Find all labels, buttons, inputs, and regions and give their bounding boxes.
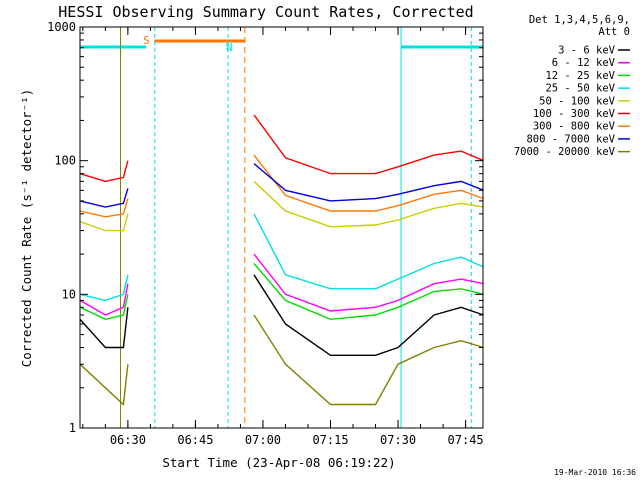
series-line-50-100-kev bbox=[79, 180, 484, 232]
legend-label: 3 - 6 keV bbox=[558, 45, 616, 57]
x-tick-label: 07:30 bbox=[380, 433, 416, 447]
legend-header-line-1: Det 1,3,4,5,6,9, bbox=[529, 14, 630, 26]
x-tick-label: 06:30 bbox=[110, 433, 146, 447]
y-tick-label: 1000 bbox=[47, 20, 76, 34]
x-tick-label: 07:15 bbox=[312, 433, 348, 447]
night-flag-label: N bbox=[226, 41, 233, 54]
legend-label: 6 - 12 keV bbox=[552, 57, 616, 69]
y-tick-label: 1 bbox=[69, 421, 76, 435]
x-axis-label: Start Time (23-Apr-08 06:19:22) bbox=[162, 455, 395, 470]
series-line-3-6-kev bbox=[79, 274, 484, 356]
saa-flag-label: S bbox=[143, 34, 150, 47]
background-intervals: SN bbox=[80, 27, 483, 428]
y-axis-label: Corrected Count Rate (s⁻¹ detector⁻¹) bbox=[19, 89, 34, 367]
x-tick-label: 07:45 bbox=[448, 433, 484, 447]
legend-label: 50 - 100 keV bbox=[539, 95, 616, 107]
series-line-25-50-kev bbox=[79, 213, 484, 302]
legend-label: 800 - 7000 keV bbox=[526, 133, 615, 145]
plot-frame bbox=[79, 26, 484, 429]
x-tick-label: 07:00 bbox=[245, 433, 281, 447]
chart-title: HESSI Observing Summary Count Rates, Cor… bbox=[58, 3, 473, 21]
series-line-800-7000-kev bbox=[79, 163, 484, 208]
series-line-12-25-kev bbox=[79, 263, 484, 321]
y-tick-label: 100 bbox=[54, 154, 76, 168]
legend-label: 12 - 25 keV bbox=[545, 70, 615, 82]
legend-label: 100 - 300 keV bbox=[533, 108, 616, 120]
x-axis-ticks: 06:30 06:45 07:00 07:15 07:30 07:45 bbox=[82, 27, 484, 447]
x-tick-label: 06:45 bbox=[177, 433, 213, 447]
series-line-7000-20000-kev bbox=[79, 314, 484, 406]
legend-header-line-2: Att 0 bbox=[598, 26, 630, 38]
legend-label: 7000 - 20000 keV bbox=[514, 146, 616, 158]
series-layer bbox=[79, 114, 484, 406]
series-line-100-300-kev bbox=[79, 114, 484, 183]
series-line-6-12-kev bbox=[79, 253, 484, 316]
legend-label: 300 - 800 keV bbox=[533, 121, 616, 133]
y-tick-label: 10 bbox=[62, 287, 76, 301]
y-axis-ticks: 1 10 100 1000 bbox=[47, 20, 483, 435]
series-line-300-800-kev bbox=[79, 154, 484, 218]
footer-date: 19-Mar-2010 16:36 bbox=[554, 468, 636, 477]
legend-label: 25 - 50 keV bbox=[545, 83, 615, 95]
